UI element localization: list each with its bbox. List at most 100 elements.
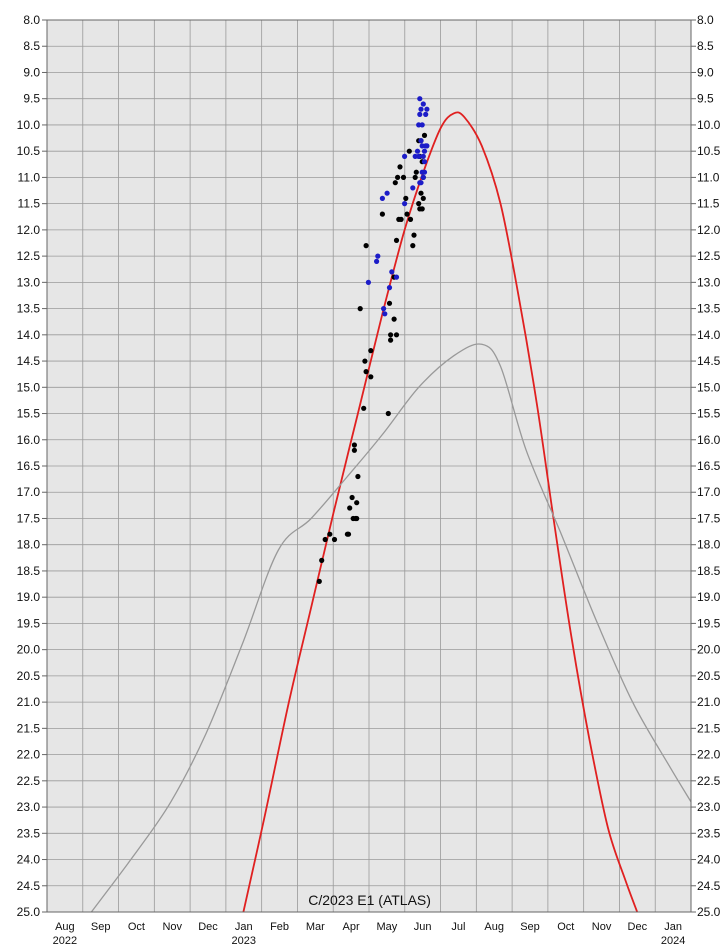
y-axis-left: 8.0 8.5 9.0 9.5 10.0 10.5 11.0 11.5 12.0 12.5 13.0…: [17, 13, 47, 919]
y-tick-label: 8.0: [697, 13, 714, 27]
data-point-ccd: [417, 96, 423, 102]
y-tick-label: 15.0: [697, 380, 721, 394]
x-tick-label: Dec: [628, 921, 648, 933]
y-tick-label: 12.5: [17, 249, 41, 263]
y-tick-label: 19.5: [697, 616, 721, 630]
y-tick-label: 20.0: [697, 643, 721, 657]
series-line-reference: [90, 343, 691, 912]
y-tick-label: 13.0: [697, 275, 721, 289]
data-point-visual: [319, 557, 325, 564]
data-point-visual: [420, 195, 426, 201]
y-tick-label: 11.0: [697, 170, 720, 184]
x-tick-label: Apr: [343, 921, 360, 933]
y-tick-label: 11.0: [18, 170, 41, 184]
data-point-visual: [368, 374, 374, 380]
y-tick-label: 10.5: [697, 144, 721, 158]
y-tick-label: 16.0: [17, 433, 41, 447]
x-tick-label: Jan: [664, 921, 682, 933]
data-point-visual: [388, 332, 394, 338]
y-tick-label: 16.5: [17, 459, 41, 473]
data-point-ccd: [420, 101, 426, 107]
y-tick-label: 18.5: [17, 564, 41, 578]
y-tick-label: 8.5: [697, 39, 714, 53]
data-point-visual: [421, 132, 428, 138]
data-point-ccd: [421, 148, 428, 154]
y-tick-label: 22.0: [17, 748, 41, 762]
data-point-ccd: [393, 274, 400, 280]
y-tick-label: 20.5: [17, 669, 41, 683]
data-point-ccd: [379, 195, 385, 201]
data-point-ccd: [419, 122, 425, 128]
y-tick-label: 10.5: [17, 144, 41, 158]
y-tick-label: 12.0: [697, 223, 721, 237]
data-point-visual: [406, 148, 412, 154]
data-point-visual: [393, 332, 400, 338]
y-tick-label: 10.0: [697, 118, 721, 132]
x-tick-label: Aug: [484, 921, 504, 933]
data-point-visual: [411, 232, 417, 238]
data-point-visual: [385, 410, 391, 417]
y-tick-label: 20.5: [697, 669, 721, 683]
data-point-ccd: [421, 159, 428, 165]
data-point-ccd: [386, 285, 393, 291]
y-tick-label: 14.5: [17, 354, 41, 368]
data-point-ccd: [375, 253, 381, 259]
data-point-visual: [407, 216, 414, 222]
y-tick-label: 11.5: [697, 197, 720, 211]
data-point-ccd: [384, 190, 390, 196]
data-point-ccd: [410, 185, 416, 191]
data-point-visual: [400, 174, 407, 180]
data-point-visual: [354, 500, 360, 506]
y-tick-label: 19.5: [17, 616, 41, 630]
x-tick-label: Feb: [270, 921, 289, 933]
y-tick-label: 18.5: [697, 564, 721, 578]
x-tick-label: Oct: [128, 921, 145, 933]
y-axis-right: 8.0 8.5 9.0 9.5 10.0 10.5 11.0 11.5 12.0 12.5 13.0…: [691, 13, 721, 919]
data-point-visual: [316, 578, 322, 585]
x-tick-label: Jan: [235, 921, 253, 933]
y-tick-label: 18.0: [697, 538, 721, 552]
data-point-visual: [347, 505, 353, 511]
y-tick-label: 24.0: [697, 853, 721, 867]
model-curves: [90, 111, 691, 912]
y-tick-label: 20.0: [17, 643, 41, 657]
y-tick-label: 22.5: [697, 774, 721, 788]
data-point-ccd: [417, 180, 423, 186]
data-point-ccd: [365, 279, 371, 285]
data-point-visual: [322, 536, 328, 543]
y-tick-label: 12.5: [697, 249, 721, 263]
y-tick-label: 13.5: [17, 302, 41, 316]
data-point-visual: [327, 531, 333, 537]
y-tick-label: 22.0: [697, 748, 721, 762]
data-point-visual: [362, 358, 368, 364]
x-tick-label: May: [376, 921, 397, 933]
x-axis: Aug 2022 Sep Oct Nov Dec Jan 2023 Feb Mar Apr May Ju…: [53, 921, 686, 947]
y-tick-label: 14.0: [17, 328, 41, 342]
data-point-ccd: [414, 148, 421, 154]
data-point-visual: [403, 195, 409, 201]
x-tick-label: Jul: [451, 921, 465, 933]
y-tick-label: 15.5: [17, 407, 41, 421]
x-tick-label: Sep: [520, 921, 540, 933]
data-point-ccd: [424, 106, 430, 112]
x-tick-year: 2024: [661, 935, 685, 947]
data-point-visual: [345, 531, 352, 537]
y-tick-label: 14.5: [697, 354, 721, 368]
y-tick-label: 19.0: [697, 590, 721, 604]
x-tick-label: Dec: [198, 921, 218, 933]
y-tick-label: 21.0: [697, 695, 721, 709]
x-tick-year: 2022: [53, 935, 77, 947]
data-point-visual: [388, 337, 394, 343]
x-tick-label: Nov: [592, 921, 612, 933]
data-point-ccd: [421, 169, 428, 175]
x-tick-label: Aug: [55, 921, 75, 933]
data-point-visual: [419, 206, 425, 212]
y-tick-label: 9.5: [697, 92, 714, 106]
data-point-ccd: [416, 153, 422, 159]
data-point-ccd: [418, 106, 424, 112]
y-tick-label: 13.0: [17, 275, 41, 289]
data-point-visual: [349, 494, 355, 501]
x-tick-label: Oct: [557, 921, 574, 933]
data-point-visual: [391, 316, 397, 322]
data-point-visual: [363, 369, 369, 375]
